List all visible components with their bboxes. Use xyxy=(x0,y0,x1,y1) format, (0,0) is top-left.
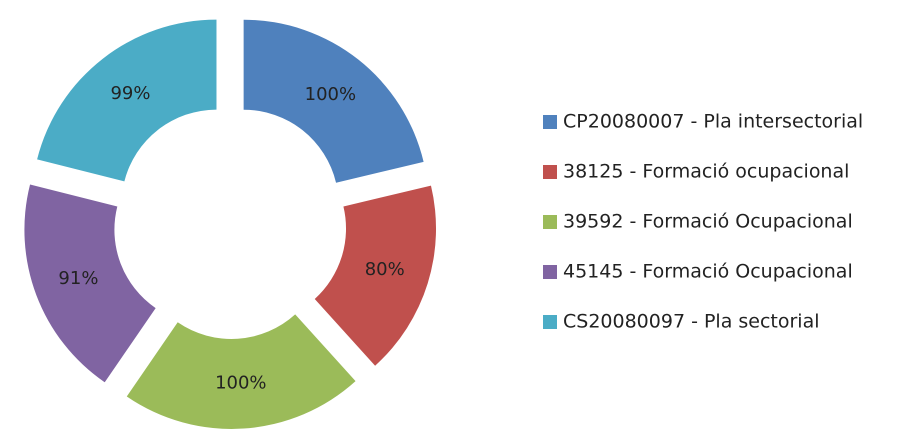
legend-label: 45145 - Formació Ocupacional xyxy=(563,261,853,283)
legend-swatch xyxy=(543,165,557,179)
data-label: 80% xyxy=(365,259,405,280)
doughnut-slice xyxy=(243,19,424,183)
legend-label: 38125 - Formació ocupacional xyxy=(563,161,849,183)
legend-label: CP20080007 - Pla intersectorial xyxy=(563,111,863,133)
legend-label: CS20080097 - Pla sectorial xyxy=(563,311,820,333)
legend-swatch xyxy=(543,315,557,329)
legend-label: 39592 - Formació Ocupacional xyxy=(563,211,853,233)
doughnut-slice xyxy=(37,19,217,182)
legend-swatch xyxy=(543,115,557,129)
doughnut-slice xyxy=(126,314,356,429)
doughnut-slice xyxy=(314,185,437,366)
data-label: 100% xyxy=(215,373,266,394)
doughnut-slice xyxy=(24,184,156,383)
data-label: 99% xyxy=(110,83,150,104)
legend-swatch xyxy=(543,215,557,229)
data-label: 91% xyxy=(58,268,98,289)
legend-swatch xyxy=(543,265,557,279)
data-label: 100% xyxy=(305,84,356,105)
